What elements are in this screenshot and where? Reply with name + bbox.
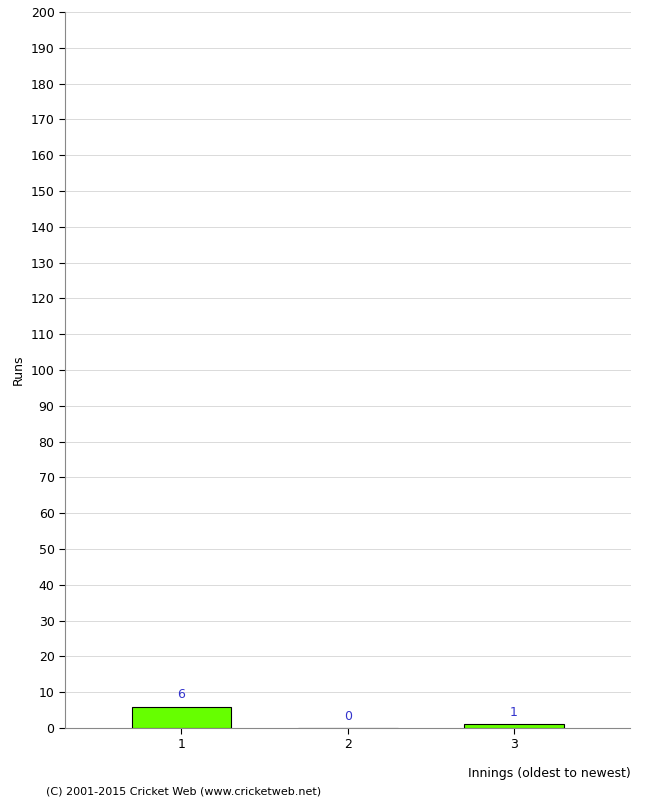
- Text: 1: 1: [510, 706, 518, 719]
- Bar: [131, 706, 231, 728]
- Bar: [464, 725, 564, 728]
- Text: (C) 2001-2015 Cricket Web (www.cricketweb.net): (C) 2001-2015 Cricket Web (www.cricketwe…: [46, 786, 320, 796]
- Text: 0: 0: [344, 710, 352, 722]
- Text: 6: 6: [177, 688, 185, 701]
- Text: Innings (oldest to newest): Innings (oldest to newest): [468, 767, 630, 780]
- Y-axis label: Runs: Runs: [12, 354, 25, 386]
